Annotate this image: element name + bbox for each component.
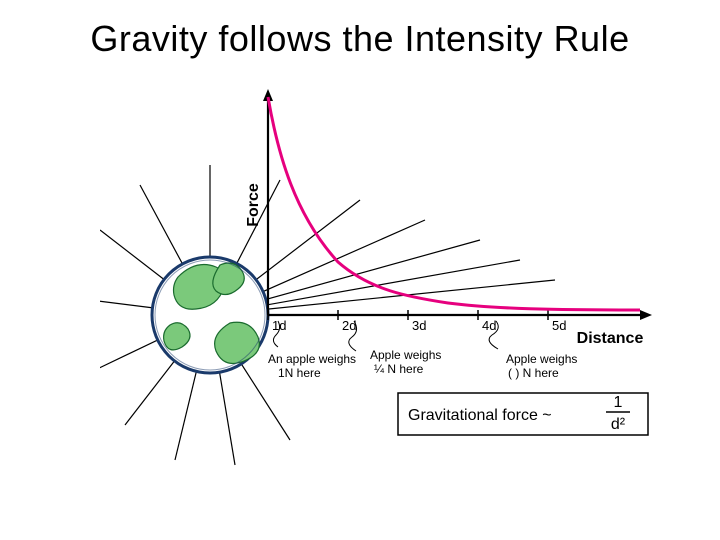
svg-text:1N here: 1N here <box>278 366 321 380</box>
x-tick-5: 5d <box>548 310 566 333</box>
annotation-1d: An apple weighs 1N here <box>268 352 356 380</box>
svg-text:3d: 3d <box>412 318 426 333</box>
svg-text:( ) N here: ( ) N here <box>508 366 559 380</box>
svg-text:5d: 5d <box>552 318 566 333</box>
y-axis-label: Force <box>245 183 262 227</box>
svg-text:An apple weighs: An apple weighs <box>268 352 356 366</box>
x-tick-3: 3d <box>408 310 426 333</box>
formula-box: Gravitational force ~ 1 d² <box>398 393 648 435</box>
gravity-diagram: Force 1d 2d 3d 4d 5d Distance An apple w… <box>100 85 660 505</box>
x-tick-4: 4d <box>478 310 496 333</box>
earth-icon <box>152 257 268 373</box>
force-curve <box>268 97 640 310</box>
annotation-2d: Apple weighs ¼ N here <box>370 348 441 376</box>
x-axis-label: Distance <box>577 330 644 347</box>
annotation-leaders <box>273 321 498 351</box>
svg-text:Gravitational force ~: Gravitational force ~ <box>408 407 552 424</box>
page-title: Gravity follows the Intensity Rule <box>0 18 720 60</box>
annotation-4d: Apple weighs ( ) N here <box>506 352 577 380</box>
svg-text:Apple weighs: Apple weighs <box>506 352 577 366</box>
x-tick-2: 2d <box>338 310 356 333</box>
svg-text:1: 1 <box>614 394 623 411</box>
x-axis: 1d 2d 3d 4d 5d Distance <box>268 310 652 347</box>
svg-text:4d: 4d <box>482 318 496 333</box>
svg-text:Apple weighs: Apple weighs <box>370 348 441 362</box>
svg-text:2d: 2d <box>342 318 356 333</box>
svg-text:d²: d² <box>611 416 626 433</box>
x-tick-1: 1d <box>268 310 286 333</box>
svg-text:¼ N here: ¼ N here <box>374 362 424 376</box>
